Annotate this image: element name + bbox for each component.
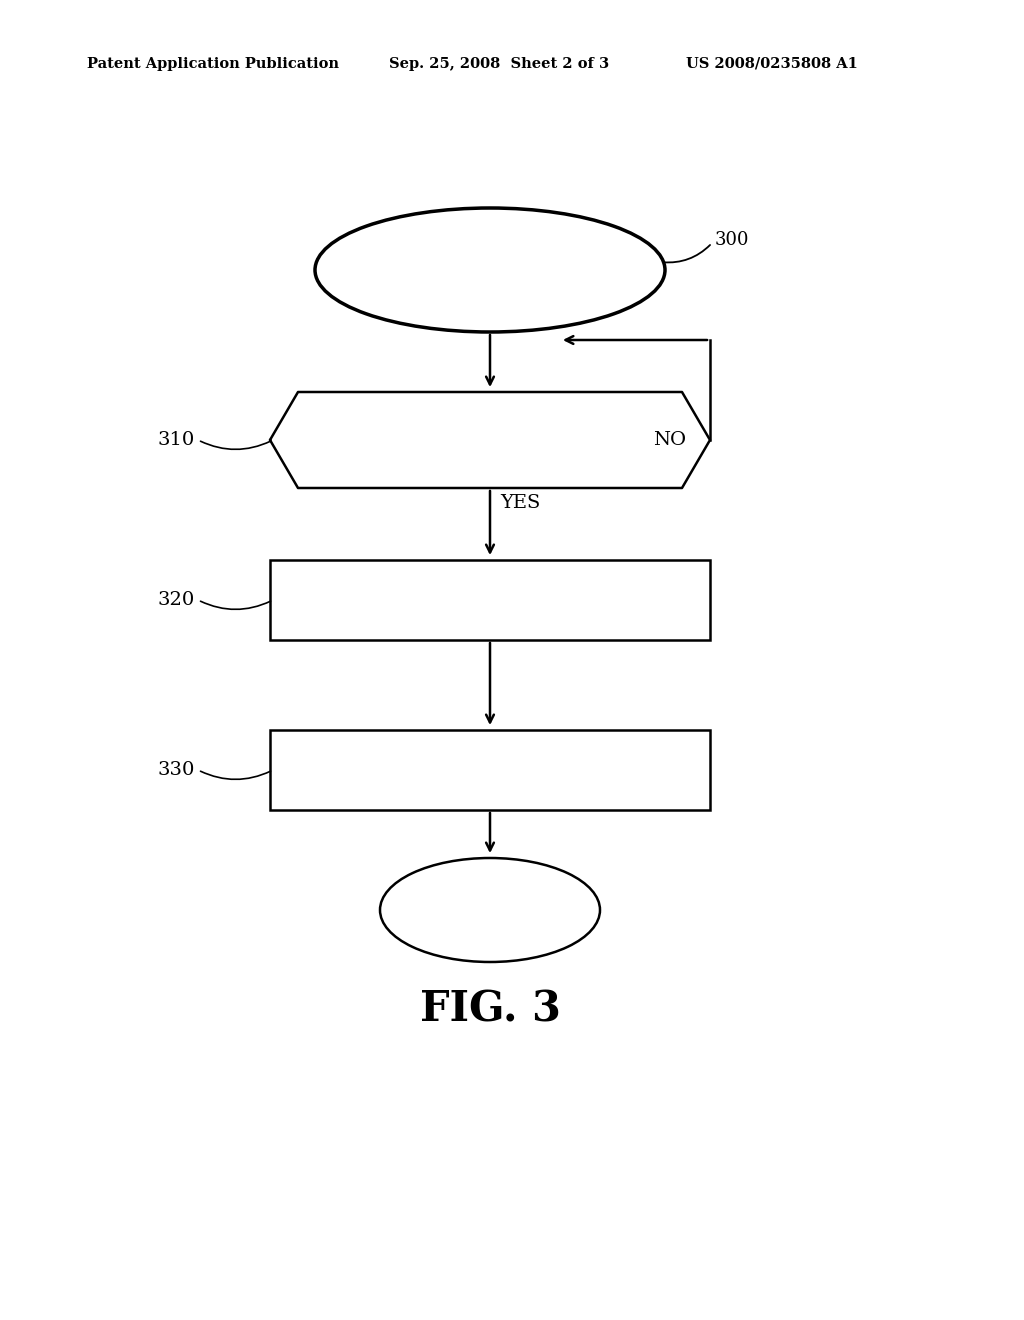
Text: Sep. 25, 2008  Sheet 2 of 3: Sep. 25, 2008 Sheet 2 of 3 <box>389 57 609 71</box>
Text: FIG. 3: FIG. 3 <box>420 989 560 1031</box>
Text: YES: YES <box>500 494 541 512</box>
Text: 330: 330 <box>158 762 195 779</box>
Text: 300: 300 <box>715 231 750 249</box>
Bar <box>270 730 710 810</box>
Text: Patent Application Publication: Patent Application Publication <box>87 57 339 71</box>
Text: 320: 320 <box>158 591 195 609</box>
Text: NO: NO <box>653 432 686 449</box>
Text: US 2008/0235808 A1: US 2008/0235808 A1 <box>686 57 858 71</box>
Bar <box>270 560 710 640</box>
Text: 310: 310 <box>158 432 195 449</box>
